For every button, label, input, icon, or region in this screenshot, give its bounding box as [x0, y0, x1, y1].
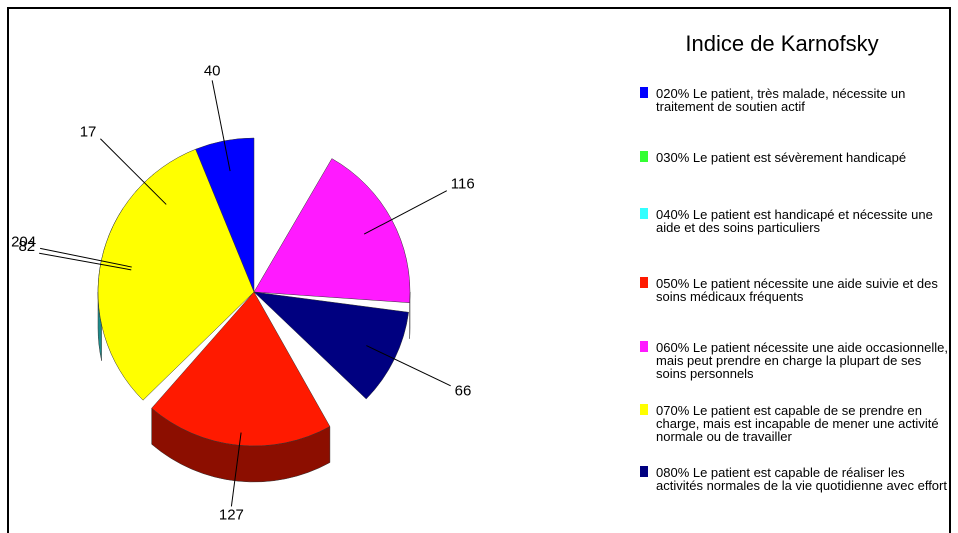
legend-swatch — [640, 151, 648, 162]
chart-title: Indice de Karnofsky — [685, 31, 878, 56]
leader-line — [363, 190, 448, 235]
legend-label: 080% Le patient est capable de réaliser … — [656, 465, 947, 493]
leader-line — [211, 80, 231, 172]
legend-swatch — [640, 341, 648, 352]
legend-swatch — [640, 208, 648, 219]
leader-line — [230, 432, 242, 507]
data-label: 40 — [204, 62, 221, 79]
slice — [253, 158, 411, 304]
data-label: 17 — [80, 124, 97, 141]
legend-swatch — [640, 404, 648, 415]
data-label: 204 — [11, 233, 36, 250]
leader-line — [366, 345, 451, 387]
legend-label: 060% Le patient nécessite une aide occas… — [656, 340, 948, 381]
slice — [151, 291, 331, 447]
legend-label: 020% Le patient, très malade, nécessite … — [656, 86, 906, 114]
data-label: 66 — [455, 383, 472, 400]
data-label: 127 — [219, 506, 244, 523]
leader-line — [39, 252, 132, 271]
frame — [7, 7, 951, 533]
legend-label: 050% Le patient nécessite une aide suivi… — [656, 276, 938, 304]
data-label: 116 — [451, 176, 475, 193]
legend-swatch — [640, 466, 648, 477]
legend-swatch — [640, 87, 648, 98]
legend-label: 070% Le patient est capable de se prendr… — [656, 403, 939, 444]
legend-label: 030% Le patient est sévèrement handicapé — [656, 150, 907, 165]
legend-swatch — [640, 277, 648, 288]
data-label: 82 — [18, 238, 35, 255]
leader-line — [100, 138, 167, 205]
leader-line — [40, 247, 132, 268]
legend-label: 040% Le patient est handicapé et nécessi… — [656, 207, 933, 235]
